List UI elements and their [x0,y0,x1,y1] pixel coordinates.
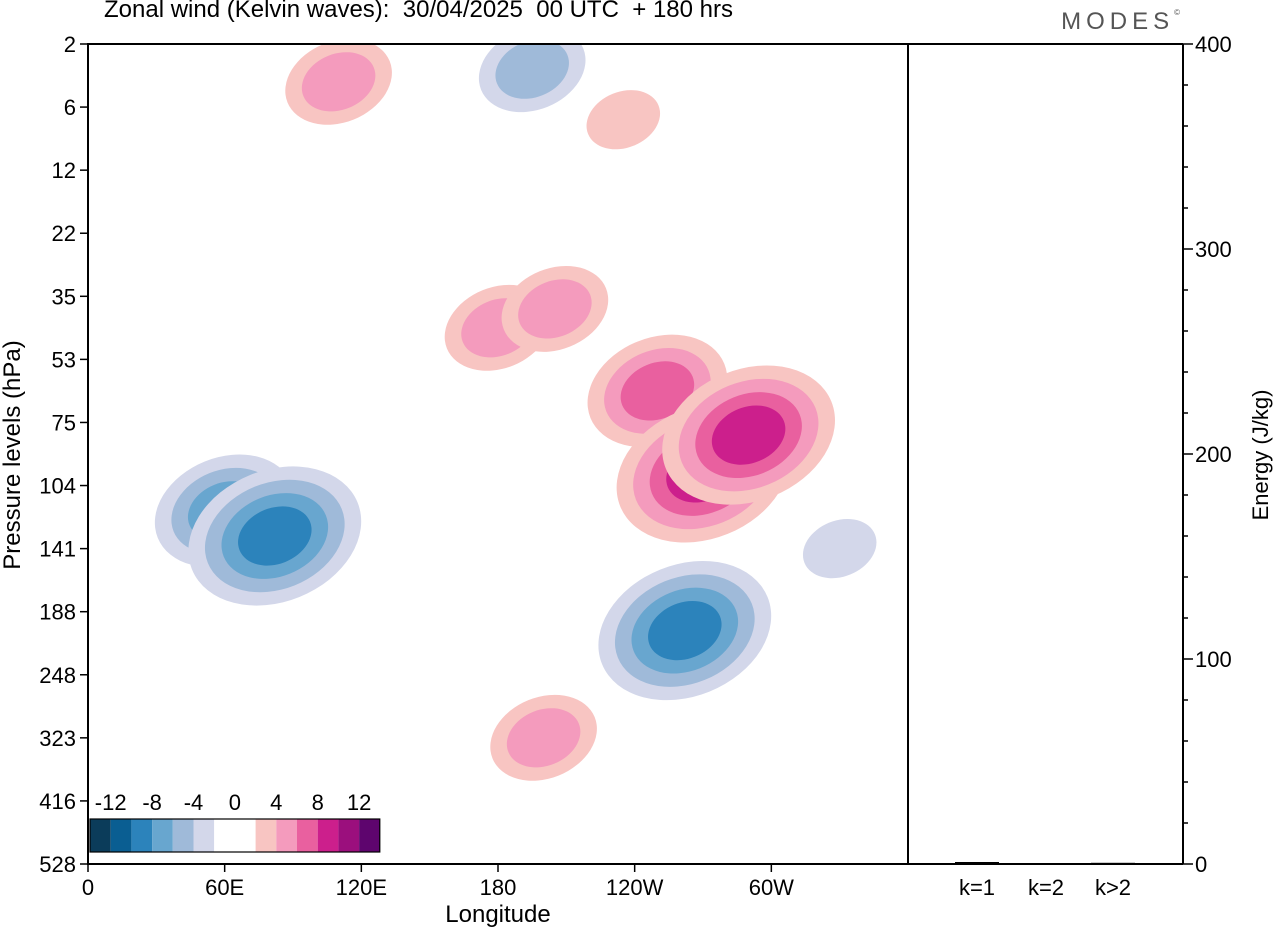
y-tick-label: 6 [64,95,76,120]
logo-text: MODES [1061,8,1175,35]
energy-tick-label: 200 [1195,442,1232,467]
x-tick-label: 0 [82,875,94,900]
legend-swatch [214,819,235,852]
energy-category-label: k>2 [1095,875,1131,900]
energy-bars: 0 100 200 300 400 k=1 k=2 k>2 [907,32,1232,900]
logo-mark: © [1174,8,1180,17]
modes-logo: MODES© [1061,8,1180,36]
field-blob-7 [598,561,772,701]
x-tick-label: 60W [749,875,794,900]
energy-tick-label: 0 [1195,852,1207,877]
field-contour [586,90,661,150]
x-tick-label: 120W [606,875,664,900]
chart-title: Zonal wind (Kelvin waves): 30/04/2025 00… [104,0,733,23]
field-contour [648,600,722,661]
field-blob-11 [285,44,392,125]
field-blob-8 [490,694,597,781]
y-tick-label: 53 [52,347,76,372]
field-contour [802,518,877,579]
y-tick-label: 416 [39,789,76,814]
field-blob-6 [188,466,362,606]
field-contour [495,44,569,99]
y-tick-label: 188 [39,600,76,625]
y-tick-label: 2 [64,32,76,57]
legend-label: 0 [229,790,241,815]
y-tick-label: 528 [39,852,76,877]
y-tick-label: 248 [39,663,76,688]
energy-category-label: k=1 [959,875,995,900]
legend-swatch [234,819,256,852]
x-axis-label: Longitude [445,901,550,928]
field-blob-10 [478,44,586,113]
field-contour [711,405,786,465]
field-contour [620,361,695,421]
energy-axis-label: Energy (J/kg) [1248,390,1273,521]
energy-tick-label: 100 [1195,647,1232,672]
field-contour [506,708,581,768]
y-tick-label: 22 [52,221,76,246]
y-axis-label: Pressure levels (hPa) [0,340,26,569]
legend-swatch [317,819,339,852]
legend-swatch [359,819,380,852]
energy-bar [1024,863,1068,865]
legend-label: 4 [270,790,282,815]
y-tick-label: 75 [52,410,76,435]
y-tick-label: 35 [52,284,76,309]
energy-tick-label: 400 [1195,32,1232,57]
field-blob-1 [501,265,609,352]
field-blob-9 [802,518,877,579]
legend-swatch [131,819,153,852]
y-tick-label: 12 [52,158,76,183]
legend-swatch [297,819,318,852]
field-blob-12 [586,90,661,150]
legend-swatch [255,819,277,852]
legend-label: -12 [95,790,127,815]
y-tick-label: 104 [39,474,76,499]
x-tick-label: 60E [205,875,244,900]
field-contour [518,279,592,339]
y-tick-label: 141 [39,537,76,562]
legend-frame [89,818,381,853]
legend-label: 8 [312,790,324,815]
legend-label: 12 [347,790,371,815]
field-contour [238,506,312,566]
energy-tick-label: 300 [1195,237,1232,262]
field-blob-4 [662,365,835,505]
energy-bar [1091,862,1135,865]
legend-swatch [110,819,132,852]
legend-swatch [193,819,215,852]
legend-swatch [338,819,360,852]
legend-swatch [172,819,194,852]
legend-label: -8 [142,790,162,815]
colorbar-legend: -12 -8 -4 0 4 8 12 [88,783,384,855]
legend-swatch [152,819,173,852]
legend-label: -4 [184,790,204,815]
y-tick-label: 323 [39,726,76,751]
field-contour [301,52,376,112]
energy-bar [955,862,999,864]
x-tick-label: 180 [480,875,517,900]
energy-category-label: k=2 [1028,875,1064,900]
legend-swatch [276,819,297,852]
x-tick-label: 120E [336,875,387,900]
heatmap-field [154,44,877,781]
legend-swatch [90,819,111,852]
